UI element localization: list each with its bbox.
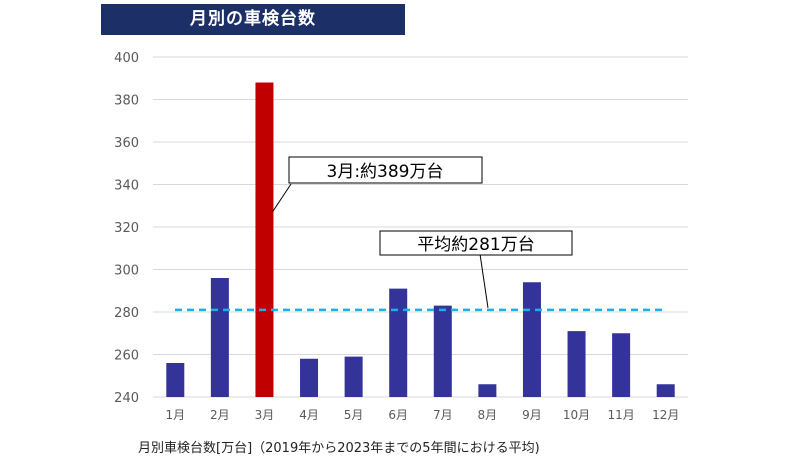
y-tick-label: 260 <box>114 349 139 364</box>
bar-6 <box>389 288 408 397</box>
y-tick-label: 300 <box>114 264 139 279</box>
x-tick-label: 11月 <box>607 408 634 422</box>
x-tick-label: 3月 <box>255 408 275 422</box>
x-tick-label: 4月 <box>299 408 319 422</box>
bar-12 <box>656 384 675 397</box>
x-axis-caption: 月別車検台数[万台]（2019年から2023年までの5年間における平均) <box>138 441 540 456</box>
peak-annotation-label: 3月:約389万台 <box>327 162 444 182</box>
bar-7 <box>433 305 452 397</box>
y-tick-label: 360 <box>114 136 139 151</box>
y-tick-label: 240 <box>114 391 139 406</box>
x-tick-label: 9月 <box>522 408 542 422</box>
bar-3 <box>255 82 274 397</box>
peak-annotation-box <box>288 156 483 184</box>
bar-8 <box>478 384 497 397</box>
average-annotation-leader <box>479 253 489 308</box>
bar-4 <box>300 358 319 397</box>
average-annotation-box <box>379 230 573 256</box>
bar-2 <box>210 278 229 397</box>
x-tick-label: 2月 <box>210 408 230 422</box>
y-tick-label: 280 <box>114 306 139 321</box>
peak-annotation-leader <box>272 183 292 213</box>
x-tick-label: 10月 <box>563 408 590 422</box>
y-tick-label: 320 <box>114 221 139 236</box>
y-tick-label: 340 <box>114 179 139 194</box>
chart-title: 月別の車検台数 <box>101 4 405 35</box>
bar-9 <box>522 282 541 397</box>
x-tick-label: 12月 <box>652 408 679 422</box>
x-tick-label: 1月 <box>165 408 185 422</box>
bar-5 <box>344 356 363 397</box>
x-tick-label: 7月 <box>433 408 453 422</box>
x-tick-label: 8月 <box>478 408 498 422</box>
bar-11 <box>612 333 631 397</box>
x-tick-label: 6月 <box>388 408 408 422</box>
bar-10 <box>567 331 586 397</box>
y-tick-label: 400 <box>114 51 139 66</box>
x-tick-label: 5月 <box>344 408 364 422</box>
average-annotation-label: 平均約281万台 <box>417 235 534 255</box>
bar-1 <box>166 363 185 397</box>
y-tick-label: 380 <box>114 94 139 109</box>
